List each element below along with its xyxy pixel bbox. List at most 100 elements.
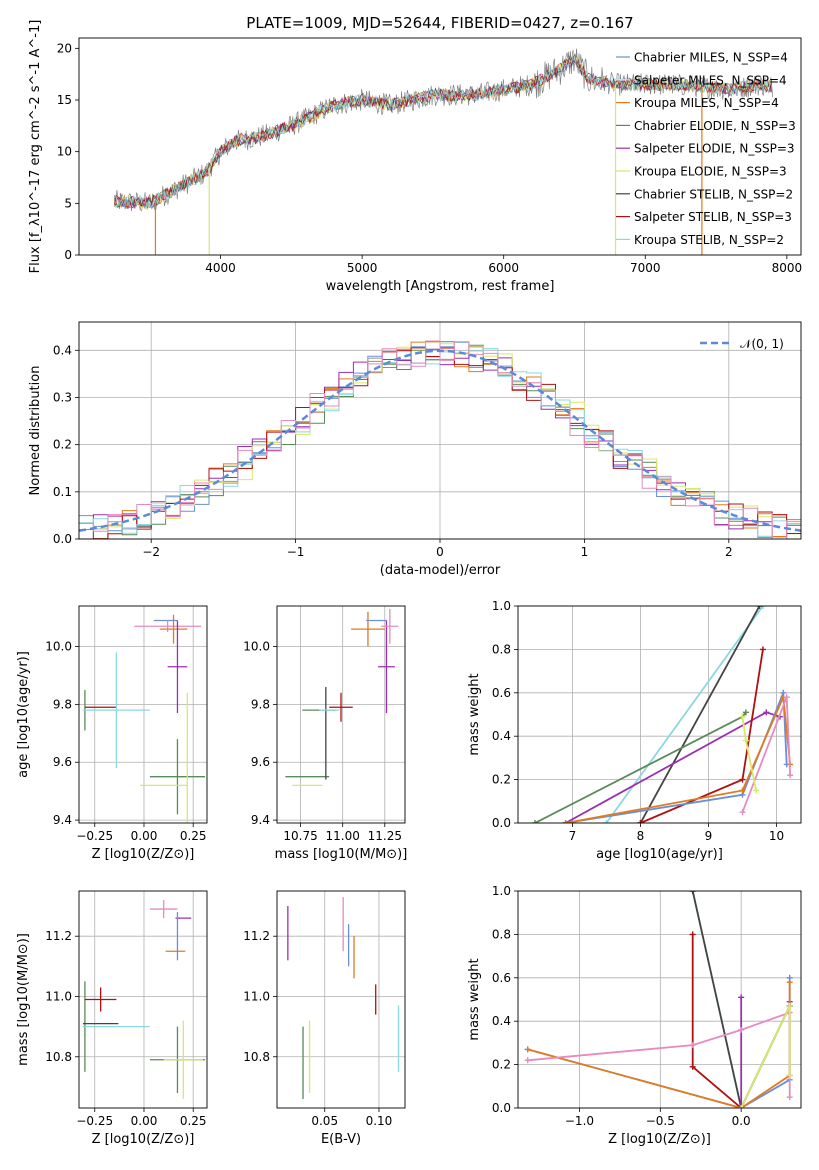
- weight-marker: [562, 820, 569, 823]
- y-tick-label: 0.8: [492, 642, 511, 656]
- weight-marker: [786, 1094, 793, 1101]
- legend-label: Kroupa ELODIE, N_SSP=3: [634, 165, 787, 179]
- y-tick-label: 10: [57, 145, 72, 159]
- weight-marker: [689, 931, 696, 938]
- y-tick-label: 0.3: [53, 390, 72, 404]
- x-tick-label: 7000: [630, 261, 661, 275]
- legend-label: Kroupa STELIB, N_SSP=2: [634, 233, 784, 247]
- plot-frame: [78, 37, 802, 256]
- y-tick-label: 1.0: [492, 599, 511, 613]
- panel-residuals: −2 −1 0 1 2 0.0 0.1 0.2 0.3 0.4 (data-model)/error…: [28, 321, 802, 578]
- panel-age-vs-mass: 10.75 11.00 11.25 9.4 9.6 9.8 10.0 mass [log10(…: [243, 605, 408, 862]
- plot-frame: [78, 321, 802, 540]
- x-tick-label: −1.0: [565, 1114, 594, 1128]
- legend-label: 𝒩(0, 1): [740, 337, 784, 351]
- y-tick-label: 1.0: [492, 884, 511, 898]
- x-tick-label: 5000: [347, 261, 378, 275]
- panel-mass-vs-EBV: 0.05 0.10 10.8 11.0 11.2 E(B-V): [243, 890, 406, 1147]
- y-tick-label: 11.0: [45, 989, 72, 1003]
- y-tick-label: 9.8: [53, 697, 72, 711]
- y-axis-label: age [log10(age/yr)]: [16, 651, 31, 778]
- plot-area: [287, 897, 400, 1099]
- x-axis-label: age [log10(age/yr)]: [596, 847, 723, 862]
- legend-label: Salpeter ELODIE, N_SSP=3: [634, 142, 795, 156]
- plot-area: [82, 900, 206, 1099]
- y-axis-label: Flux [f_λ10^-17 erg cm^-2 s^-1 A^-1]: [28, 20, 43, 274]
- x-tick-label: 8: [637, 829, 645, 843]
- y-tick-label: 20: [57, 41, 72, 55]
- y-axis-label: mass weight: [467, 673, 482, 755]
- weight-marker: [739, 776, 746, 783]
- panel-weight-vs-age: 7 8 9 10 0.0 0.2 0.4 0.6 0.8 1.0 age [log10(age/yr…: [467, 599, 802, 862]
- weight-marker: [637, 820, 644, 823]
- y-axis-label: mass [log10(M/M⊙)]: [16, 933, 31, 1066]
- x-tick-label: 4000: [205, 261, 236, 275]
- y-tick-label: 11.2: [243, 929, 270, 943]
- x-tick-label: 8000: [772, 261, 803, 275]
- y-tick-label: 5: [64, 196, 72, 210]
- y-axis-label: Normed distribution: [28, 366, 43, 496]
- panel-age-vs-Z: −0.25 0.00 0.25 9.4 9.6 9.8 10.0 Z [log10(Z/Z⊙)…: [16, 605, 208, 862]
- y-tick-label: 0.2: [492, 773, 511, 787]
- legend-label: Salpeter MILES, N_SSP=4: [634, 73, 787, 87]
- x-tick-label: 0: [436, 545, 444, 559]
- plot-area: [285, 608, 399, 787]
- page-title: PLATE=1009, MJD=52644, FIBERID=0427, z=0…: [246, 14, 633, 32]
- x-axis-label: E(B-V): [321, 1132, 361, 1147]
- x-axis-label: mass [log10(M/M⊙)]: [275, 847, 408, 862]
- weight-marker: [739, 787, 746, 794]
- plot-frame: [517, 890, 802, 1109]
- x-tick-label: −0.25: [76, 829, 113, 843]
- weight-marker: [786, 979, 793, 986]
- y-tick-label: 10.8: [45, 1050, 72, 1064]
- x-tick-label: −0.25: [76, 1114, 113, 1128]
- plot-area: [532, 606, 794, 823]
- weight-marker: [738, 1105, 745, 1108]
- y-tick-label: 9.4: [53, 813, 72, 827]
- weight-marker: [756, 606, 763, 609]
- y-tick-label: 9.8: [251, 697, 270, 711]
- x-tick-label: 9: [705, 829, 713, 843]
- x-tick-label: 6000: [488, 261, 519, 275]
- x-tick-label: −1: [287, 545, 305, 559]
- panel-weight-vs-Z: −1.0 −0.5 0.0 0.0 0.2 0.4 0.6 0.8 1.0 Z [log10(Z/…: [467, 884, 802, 1147]
- plot-frame: [78, 605, 208, 824]
- panel-spectrum: 4000 5000 6000 7000 8000 0 5 10 15 20 wavelength […: [28, 20, 802, 294]
- y-tick-label: 9.6: [251, 755, 270, 769]
- weight-marker: [738, 1026, 745, 1033]
- x-tick-label: 11.25: [368, 829, 402, 843]
- y-tick-label: 0.6: [492, 686, 511, 700]
- weight-marker: [738, 994, 745, 1001]
- weight-line: [639, 606, 761, 823]
- weight-marker: [532, 820, 539, 823]
- y-tick-label: 11.0: [243, 989, 270, 1003]
- x-axis-label: Z [log10(Z/Z⊙)]: [92, 847, 195, 862]
- x-tick-label: 11.00: [326, 829, 360, 843]
- plot-area: [114, 48, 774, 255]
- y-tick-label: 0.2: [492, 1058, 511, 1072]
- x-tick-label: 0.05: [311, 1114, 338, 1128]
- legend-label: Chabrier MILES, N_SSP=4: [634, 51, 788, 65]
- legend-label: Chabrier ELODIE, N_SSP=3: [634, 119, 796, 133]
- y-tick-label: 10.0: [243, 640, 270, 654]
- plot-frame: [517, 605, 802, 824]
- x-tick-label: 1: [581, 545, 589, 559]
- plot-frame: [276, 605, 406, 824]
- weight-marker: [524, 1057, 531, 1064]
- weight-marker: [742, 737, 749, 744]
- x-tick-label: 0.00: [131, 1114, 158, 1128]
- weight-marker: [763, 709, 770, 716]
- weight-line: [565, 693, 791, 823]
- x-axis-label: wavelength [Angstrom, rest frame]: [326, 279, 555, 294]
- weight-marker: [786, 1003, 793, 1010]
- weight-marker: [689, 1063, 696, 1070]
- weight-marker: [759, 606, 766, 609]
- y-tick-label: 0.1: [53, 485, 72, 499]
- legend-label: Kroupa MILES, N_SSP=4: [634, 96, 779, 110]
- y-tick-label: 9.4: [251, 813, 270, 827]
- y-tick-label: 10.0: [45, 640, 72, 654]
- plot-frame: [78, 890, 208, 1109]
- x-axis-label: (data-model)/error: [380, 563, 501, 578]
- x-tick-label: 7: [569, 829, 577, 843]
